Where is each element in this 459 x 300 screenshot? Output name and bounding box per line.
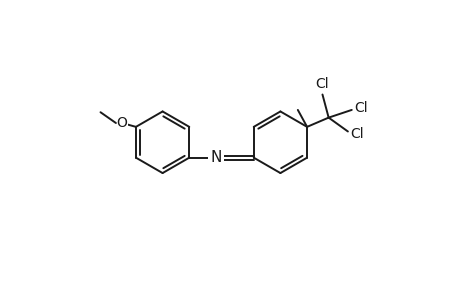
Text: Cl: Cl	[349, 127, 363, 141]
Text: Cl: Cl	[353, 101, 367, 116]
Text: Cl: Cl	[314, 77, 328, 91]
Text: N: N	[210, 150, 222, 165]
Text: O: O	[117, 116, 127, 130]
